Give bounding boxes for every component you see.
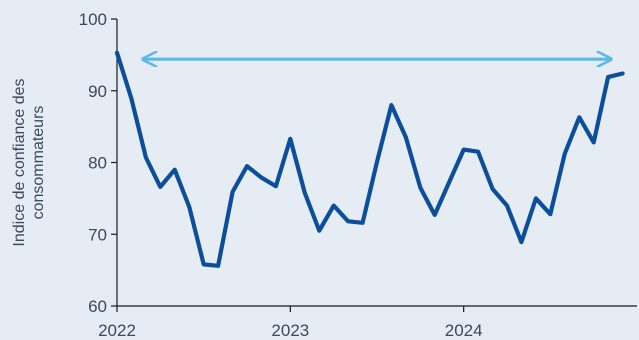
y-tick-label: 80	[88, 154, 107, 173]
y-axis-title-line: consommateurs	[30, 106, 47, 220]
y-tick-label: 70	[88, 225, 107, 244]
y-tick-label: 100	[79, 10, 107, 29]
x-tick-label: 2024	[445, 321, 483, 340]
series-layer	[114, 50, 625, 268]
y-tick-label: 60	[88, 297, 107, 316]
y-axis-title: Indice de confiance des consommateurs	[11, 78, 47, 246]
x-tick-label: 2022	[98, 321, 136, 340]
series-line	[114, 50, 625, 268]
x-tick-label: 2023	[271, 321, 309, 340]
y-axis-title-line: Indice de confiance des	[11, 78, 28, 246]
axis-labels: 60 70 80 90 100 2022 2023 2024 Indice de confian…	[11, 10, 483, 340]
axes	[111, 18, 637, 312]
y-tick-label: 90	[88, 82, 107, 101]
